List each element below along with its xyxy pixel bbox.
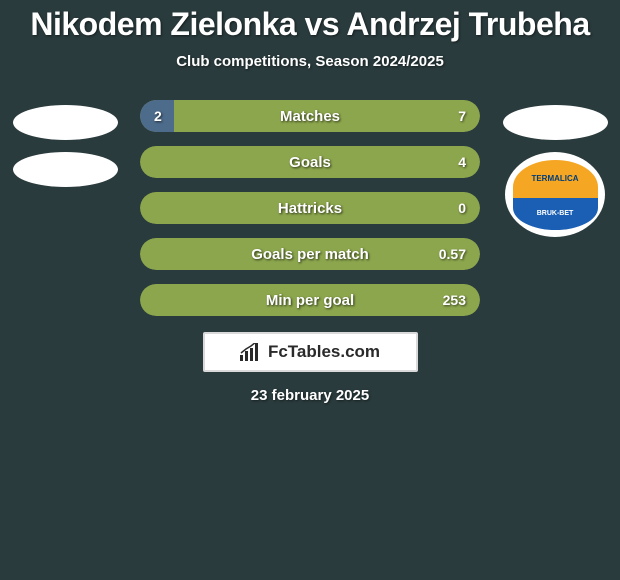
stat-right-value: 0.57 xyxy=(439,246,466,262)
page-title: Nikodem Zielonka vs Andrzej Trubeha xyxy=(0,6,620,43)
player-avatar-placeholder xyxy=(13,105,118,140)
chart-icon xyxy=(240,343,262,361)
stat-label: Goals per match xyxy=(251,246,369,263)
stat-left-value: 2 xyxy=(154,108,162,124)
right-player-col: TERMALICA BRUK-BET xyxy=(500,100,610,237)
club-name-top: TERMALICA xyxy=(513,160,598,199)
club-badge-inner: TERMALICA BRUK-BET xyxy=(513,160,598,230)
left-player-col xyxy=(10,100,120,187)
stat-bar: Min per goal 253 xyxy=(140,284,480,316)
club-badge: TERMALICA BRUK-BET xyxy=(505,152,605,237)
brand-logo[interactable]: FcTables.com xyxy=(203,332,418,372)
brand-text: FcTables.com xyxy=(268,342,380,362)
stat-bar: Goals per match 0.57 xyxy=(140,238,480,270)
stat-bar: Goals 4 xyxy=(140,146,480,178)
stat-right-value: 253 xyxy=(443,292,466,308)
date-text: 23 february 2025 xyxy=(0,387,620,404)
stats-column: 2 Matches 7 Goals 4 Hattricks 0 Goals per match… xyxy=(140,100,480,316)
main-row: 2 Matches 7 Goals 4 Hattricks 0 Goals per match… xyxy=(0,100,620,316)
stat-bar: Hattricks 0 xyxy=(140,192,480,224)
subtitle: Club competitions, Season 2024/2025 xyxy=(0,53,620,70)
stat-right-value: 7 xyxy=(458,108,466,124)
stat-label: Matches xyxy=(280,108,340,125)
club-badge-placeholder xyxy=(13,152,118,187)
comparison-widget: Nikodem Zielonka vs Andrzej Trubeha Club… xyxy=(0,0,620,404)
stat-right-value: 4 xyxy=(458,154,466,170)
player-avatar-placeholder xyxy=(503,105,608,140)
stat-right-value: 0 xyxy=(458,200,466,216)
stat-label: Hattricks xyxy=(278,200,342,217)
stat-bar: 2 Matches 7 xyxy=(140,100,480,132)
stat-label: Goals xyxy=(289,154,331,171)
stat-label: Min per goal xyxy=(266,292,354,309)
club-name-bot: BRUK-BET xyxy=(513,198,598,230)
